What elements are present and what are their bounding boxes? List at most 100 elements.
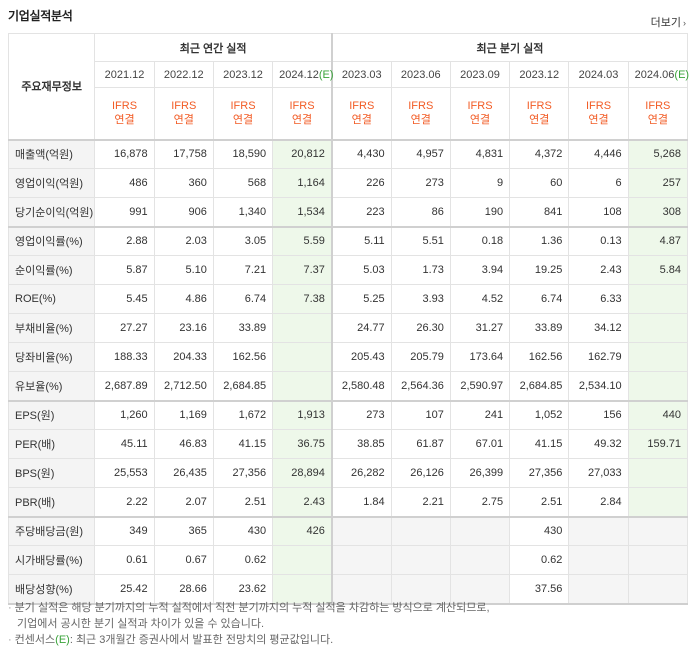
row-label: 매출액(억원)	[7, 138, 96, 169]
value-cell: 67.01	[449, 429, 511, 459]
value-cell	[449, 574, 511, 605]
value-cell: 0.13	[568, 225, 629, 256]
note-text-2: 기업에서 공시한 분기 실적과 차이가 있을 수 있습니다.	[17, 618, 265, 630]
financial-table: 주요재무정보 최근 연간 실적 최근 분기 실적 2021.12 2022.12 2…	[7, 33, 689, 605]
value-cell: 1.84	[330, 487, 392, 517]
row-label: 순이익률(%)	[7, 255, 96, 285]
value-cell	[272, 342, 333, 372]
period-label: 2023.06	[400, 68, 441, 81]
value-cell: 4,446	[568, 138, 629, 169]
value-cell: 2.21	[390, 487, 451, 517]
more-link[interactable]: 더보기 ›	[651, 14, 686, 30]
row-label: 배당성향(%)	[7, 574, 96, 605]
value-cell: 190	[449, 197, 511, 227]
value-cell	[627, 545, 689, 575]
table-row: 시가배당률(%) 0.61 0.67 0.62 0.62	[7, 545, 689, 575]
ifrs-consolidated: 연결	[410, 114, 431, 127]
value-cell: 33.89	[509, 313, 570, 343]
chevron-right-icon: ›	[683, 18, 686, 28]
value-cell: 5.59	[272, 225, 333, 256]
value-cell: 568	[212, 168, 274, 198]
value-cell: 25,553	[94, 458, 155, 488]
value-cell: 204.33	[153, 342, 214, 372]
value-cell: 205.79	[390, 342, 451, 372]
ifrs-label: IFRS 연결	[449, 87, 511, 140]
value-cell	[627, 284, 689, 314]
value-cell: 308	[627, 197, 689, 227]
value-cell: 26.30	[390, 313, 451, 343]
period-label: 2023.12	[519, 68, 560, 81]
row-label: 유보율(%)	[7, 371, 96, 401]
value-cell	[272, 371, 333, 401]
value-cell: 41.15	[212, 429, 274, 459]
value-cell: 2.43	[272, 487, 333, 517]
period-label: 2023.09	[460, 68, 500, 81]
value-cell: 4,430	[330, 138, 392, 169]
ifrs-consolidated: 연결	[647, 114, 668, 127]
value-cell: 4,372	[509, 138, 570, 169]
value-cell	[272, 313, 333, 343]
table-row: EPS(원) 1,260 1,169 1,672 1,913 273 107 241 1,052…	[7, 399, 689, 430]
value-cell: 6.74	[509, 284, 570, 314]
row-label: 당좌비율(%)	[7, 342, 96, 372]
table-row: 배당성향(%) 25.42 28.66 23.62 37.56	[7, 574, 689, 605]
bullet-icon: ·	[8, 602, 12, 614]
table-row: 주당배당금(원) 349 365 430 426 430	[7, 515, 689, 546]
value-cell	[627, 487, 689, 517]
value-cell: 4.87	[627, 225, 689, 256]
value-cell: 162.79	[568, 342, 629, 372]
ifrs-standard: IFRS	[111, 100, 138, 113]
ifrs-consolidated: 연결	[469, 114, 491, 127]
value-cell	[330, 545, 392, 575]
table-row: PER(배) 45.11 46.83 41.15 36.75 38.85 61.87 67.0…	[7, 429, 689, 459]
value-cell: 440	[627, 399, 689, 430]
value-cell: 3.93	[390, 284, 451, 314]
table-row: PBR(배) 2.22 2.07 2.51 2.43 1.84 2.21 2.75 2.51 2.…	[7, 487, 689, 517]
value-cell	[568, 574, 629, 605]
value-cell: 7.38	[272, 284, 333, 314]
value-cell: 360	[153, 168, 214, 198]
ifrs-standard: IFRS	[289, 100, 315, 113]
value-cell: 4,957	[390, 138, 451, 169]
ifrs-standard: IFRS	[349, 100, 375, 113]
value-cell: 0.67	[153, 545, 214, 575]
value-cell: 2,684.85	[212, 371, 274, 401]
value-cell	[568, 515, 629, 546]
row-label: EPS(원)	[7, 399, 96, 430]
period-header: 2024.12(E)	[272, 61, 334, 88]
value-cell: 1,913	[272, 399, 333, 430]
value-cell: 6.33	[568, 284, 629, 314]
value-cell: 1,169	[153, 399, 214, 430]
value-cell: 26,282	[330, 458, 392, 488]
value-cell: 173.64	[449, 342, 511, 372]
value-cell: 159.71	[627, 429, 689, 459]
value-cell: 26,126	[390, 458, 451, 488]
estimate-mark: (E)	[55, 634, 70, 646]
value-cell: 60	[509, 168, 570, 198]
value-cell	[449, 515, 511, 546]
value-cell: 2.43	[568, 255, 629, 285]
period-header: 2023.12	[509, 61, 570, 88]
value-cell: 18,590	[212, 138, 274, 169]
value-cell: 5.87	[94, 255, 155, 285]
value-cell: 41.15	[509, 429, 570, 459]
period-header: 2024.03	[568, 61, 629, 88]
value-cell	[390, 515, 451, 546]
estimate-mark: (E)	[318, 68, 334, 81]
value-cell: 5.84	[627, 255, 689, 285]
row-label: 주당배당금(원)	[7, 515, 96, 546]
value-cell: 841	[509, 197, 570, 227]
period-header: 2023.09	[449, 61, 511, 88]
note-item: · 컨센서스(E): 최근 3개월간 증권사에서 발표한 전망치의 평균값입니다.	[8, 632, 490, 648]
value-cell: 2,687.89	[94, 371, 155, 401]
value-cell: 26,435	[153, 458, 214, 488]
value-cell: 6.74	[212, 284, 274, 314]
value-cell: 0.62	[212, 545, 274, 575]
value-cell: 5.45	[94, 284, 155, 314]
value-cell: 2.88	[94, 225, 155, 256]
table-row: 당좌비율(%) 188.33 204.33 162.56 205.43 205.79 173…	[7, 342, 689, 372]
period-header: 2021.12	[94, 61, 155, 88]
ifrs-consolidated: 연결	[114, 114, 135, 127]
period-label: 2024.03	[578, 68, 619, 81]
period-header: 2022.12	[153, 61, 214, 88]
